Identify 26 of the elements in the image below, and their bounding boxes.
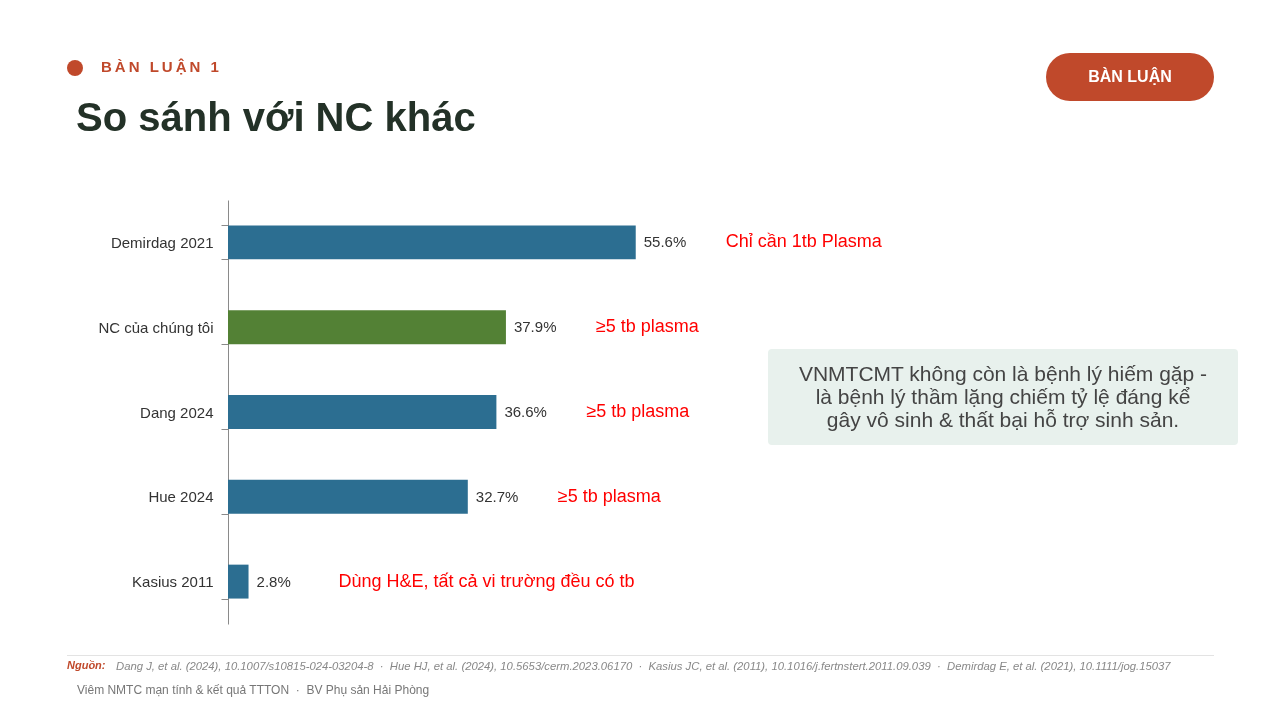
data-label: 32.7% — [475, 487, 519, 505]
y-tick-label: Kasius 2011 — [132, 573, 214, 591]
annotation: ≥5 tb plasma — [595, 316, 700, 337]
y-tick-label: Hue 2024 — [148, 488, 214, 506]
annotation: ≥5 tb plasma — [557, 485, 662, 506]
bar — [228, 564, 249, 599]
bar — [228, 395, 497, 429]
annotation: ≥5 tb plasma — [586, 401, 691, 421]
data-label: 36.6% — [504, 403, 547, 420]
bar — [228, 479, 468, 514]
data-label: 2.8% — [256, 572, 291, 590]
text: Nguồn: — [67, 659, 106, 671]
y-tick-label: NC của chúng tôi — [98, 318, 214, 336]
y-tick-label: Dang 2024 — [140, 403, 214, 421]
chart-subtitle: BÀN LUẬN 1 — [101, 58, 222, 75]
data-label: 37.9% — [513, 318, 557, 336]
text: Chỉ cần 1tb Plasma — [725, 231, 883, 252]
data-label: 55.6% — [643, 233, 687, 251]
chart-title: So sánh với NC khác — [76, 95, 476, 140]
text: Dang J, et al. (2024), 10.1007/s10815-024-03204-8 · Hue HJ, et al. (2024), 10.5653/cerm.2023.06170 · Kasius JC, et al. (2011), 10.1016/j.fertnstert.2011.09.039 · Demirdag E, et al. (2021), 10.1111/jog.15037 — [116, 660, 1171, 672]
annotation: Dùng H&E, tất cả vi trường đều có tb — [338, 570, 635, 591]
y-tick-label: Demirdag 2021 — [110, 233, 214, 251]
bar — [228, 310, 506, 345]
text: Viêm NMTC mạn tính & kết quả TTTON · BV Phụ sản Hải Phòng — [77, 683, 430, 697]
bar — [228, 225, 636, 260]
text: VNMTCMT không còn là bệnh lý hiếm gặp - là bệnh lý thầm lặng chiếm tỷ lệ đáng kể gây vô sinh & thất bại hỗ trợ sinh sản. — [797, 362, 1209, 431]
